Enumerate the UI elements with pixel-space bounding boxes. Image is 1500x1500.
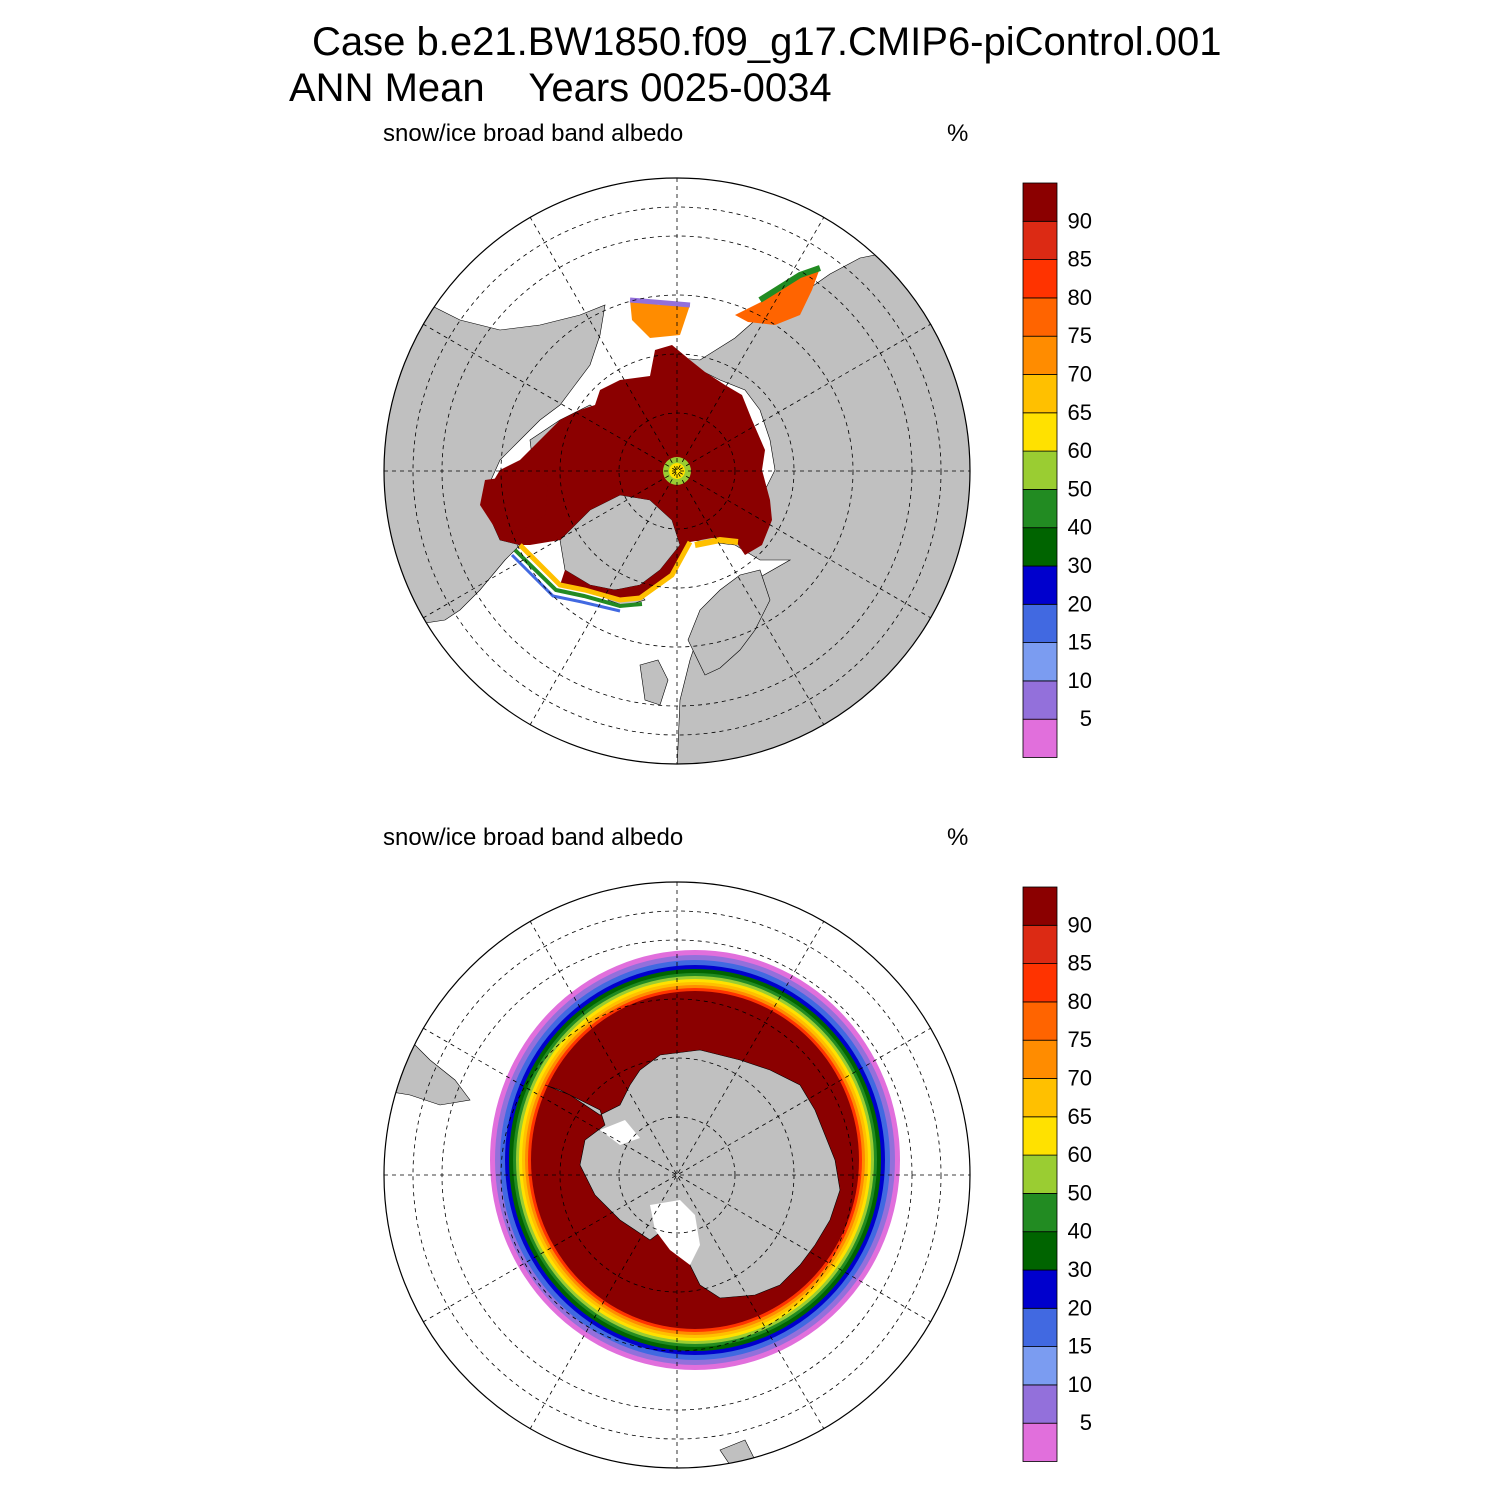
south-colorbar-swatch <box>1022 1001 1058 1041</box>
south-graticule <box>384 882 970 1468</box>
north-sea-ice-hudson-bay <box>480 475 548 530</box>
north-ice-edge-band-blue <box>510 553 621 613</box>
south-colorbar-swatch <box>1022 1346 1058 1386</box>
south-colorbar-swatch <box>1022 1193 1058 1233</box>
north-map-boundary <box>383 177 971 765</box>
south-colorbar-swatch <box>1022 1116 1058 1156</box>
north-pole-albedo-spot-center <box>669 463 685 479</box>
south-colorbar-swatch <box>1022 886 1058 926</box>
north-colorbar-tick-label: 85 <box>1068 247 1092 272</box>
north-colorbar-swatch <box>1022 718 1058 758</box>
south-colorbar-swatch <box>1022 1078 1058 1118</box>
south-colorbar-swatch <box>1022 1307 1058 1348</box>
north-colorbar-swatch <box>1022 565 1058 605</box>
south-colorbar-tick-label: 40 <box>1068 1219 1092 1244</box>
figure-title-line-2: ANN Mean Years 0025-0034 <box>289 66 832 110</box>
south-colorbar-tick-label: 60 <box>1068 1142 1092 1167</box>
north-colorbar: 5 10 15 20 30 40 50 60 65 70 75 80 85 90 <box>1022 182 1092 758</box>
north-ice-okhotsk-edge <box>758 265 821 303</box>
north-panel-variable-label: snow/ice broad band albedo <box>383 120 684 147</box>
south-colorbar-tick-label: 80 <box>1068 989 1092 1014</box>
north-land-scandinavia <box>687 569 771 676</box>
north-colorbar-swatch <box>1022 412 1058 452</box>
figure-title-line-1: Case b.e21.BW1850.f09_g17.CMIP6-piContro… <box>312 20 1222 64</box>
south-colorbar-swatch <box>1022 1039 1058 1079</box>
north-ice-barents-edge <box>694 536 739 548</box>
north-colorbar-tick-label: 15 <box>1068 630 1092 655</box>
south-colorbar-swatch <box>1022 963 1058 1003</box>
north-colorbar-tick-label: 65 <box>1068 400 1092 425</box>
north-land-north-america <box>384 299 606 631</box>
north-colorbar-tick-label: 5 <box>1080 706 1092 731</box>
north-colorbar-tick-label: 50 <box>1068 476 1092 501</box>
north-colorbar-swatch <box>1022 220 1058 261</box>
south-panel-variable-label: snow/ice broad band albedo <box>383 824 684 851</box>
north-colorbar-swatch <box>1022 527 1058 567</box>
north-colorbar-swatch <box>1022 603 1058 643</box>
north-ice-edge-band-green <box>513 548 643 609</box>
north-colorbar-tick-label: 70 <box>1068 362 1092 387</box>
north-colorbar-swatch <box>1022 259 1058 299</box>
north-land-british-isles <box>639 659 669 706</box>
south-map-boundary <box>383 881 971 1469</box>
south-colorbar-swatch <box>1022 1154 1058 1194</box>
south-colorbar-tick-label: 15 <box>1068 1334 1092 1359</box>
south-colorbar-swatch <box>1022 1269 1058 1309</box>
north-colorbar-swatch <box>1022 488 1058 529</box>
north-colorbar-tick-label: 90 <box>1068 208 1092 233</box>
north-colorbar-tick-label: 75 <box>1068 323 1092 348</box>
north-colorbar-swatch <box>1022 450 1058 490</box>
south-colorbar-tick-label: 90 <box>1068 912 1092 937</box>
north-colorbar-tick-label: 40 <box>1068 515 1092 540</box>
south-colorbar-tick-label: 85 <box>1068 951 1092 976</box>
south-colorbar-swatch <box>1022 1422 1058 1462</box>
north-colorbar-swatch <box>1022 374 1058 414</box>
south-weddell-shelf <box>600 1120 640 1145</box>
north-sea-ice-core <box>482 345 772 600</box>
north-colorbar-tick-label: 20 <box>1068 591 1092 616</box>
north-panel-units-label: % <box>947 120 969 147</box>
south-colorbar-swatch <box>1022 1231 1058 1271</box>
south-panel-units-label: % <box>947 824 969 851</box>
north-ice-okhotsk <box>735 268 820 325</box>
south-colorbar: 5 10 15 20 30 40 50 60 65 70 75 80 85 90 <box>1022 886 1092 1462</box>
north-ice-edge-band-atlantic <box>518 540 693 603</box>
south-colorbar-tick-label: 70 <box>1068 1066 1092 1091</box>
south-colorbar-swatch <box>1022 1384 1058 1424</box>
north-polar-map <box>384 178 970 764</box>
north-colorbar-tick-label: 30 <box>1068 553 1092 578</box>
south-colorbar-tick-label: 10 <box>1068 1372 1092 1397</box>
north-ice-bering <box>630 300 690 338</box>
north-colorbar-swatch <box>1022 642 1058 682</box>
north-colorbar-swatch <box>1022 680 1058 720</box>
north-colorbar-tick-label: 80 <box>1068 285 1092 310</box>
south-land-australia <box>719 1439 761 1468</box>
south-colorbar-swatch <box>1022 924 1058 964</box>
south-colorbar-tick-label: 65 <box>1068 1104 1092 1129</box>
south-colorbar-tick-label: 5 <box>1080 1410 1092 1435</box>
north-colorbar-tick-label: 60 <box>1068 438 1092 463</box>
south-colorbar-tick-label: 30 <box>1068 1257 1092 1282</box>
south-ross-ice-shelf <box>650 1200 700 1265</box>
north-colorbar-swatch <box>1022 335 1058 375</box>
north-colorbar-tick-label: 10 <box>1068 668 1092 693</box>
north-ice-bering-edge <box>629 297 691 308</box>
south-colorbar-tick-label: 20 <box>1068 1295 1092 1320</box>
south-colorbar-tick-label: 50 <box>1068 1180 1092 1205</box>
south-colorbar-tick-label: 75 <box>1068 1027 1092 1052</box>
north-graticule <box>384 178 970 764</box>
north-colorbar-swatch <box>1022 297 1058 337</box>
north-colorbar-swatch <box>1022 182 1058 222</box>
